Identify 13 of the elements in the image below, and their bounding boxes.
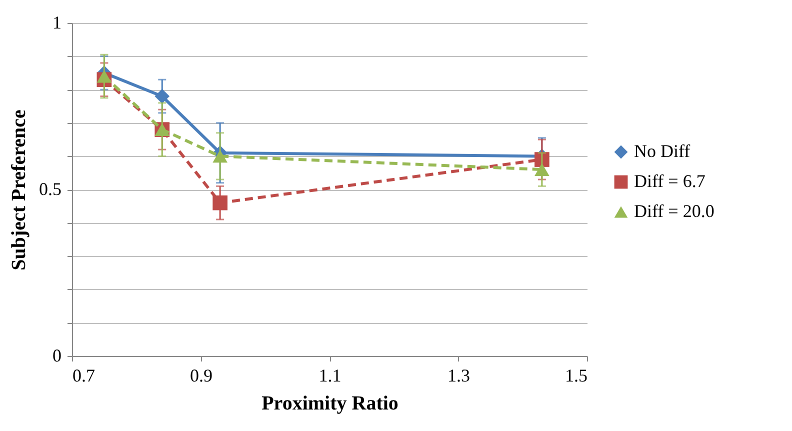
x-axis-title: Proximity Ratio xyxy=(262,392,398,414)
x-tick-label: 0.7 xyxy=(72,366,95,386)
y-tick-label: 0 xyxy=(52,346,62,366)
x-tick-label: 0.9 xyxy=(190,366,212,386)
x-tick-label: 1.1 xyxy=(318,366,342,386)
legend-label: Diff = 20.0 xyxy=(634,201,714,221)
y-tick-label: 0.5 xyxy=(39,179,62,199)
x-tick-label: 1.5 xyxy=(565,366,588,386)
legend-label: No Diff xyxy=(634,141,690,161)
y-tick-label: 1 xyxy=(52,12,62,32)
legend-label: Diff = 6.7 xyxy=(634,171,706,191)
y-axis-title: Subject Preference xyxy=(8,109,30,270)
x-tick-label: 1.3 xyxy=(448,366,470,386)
